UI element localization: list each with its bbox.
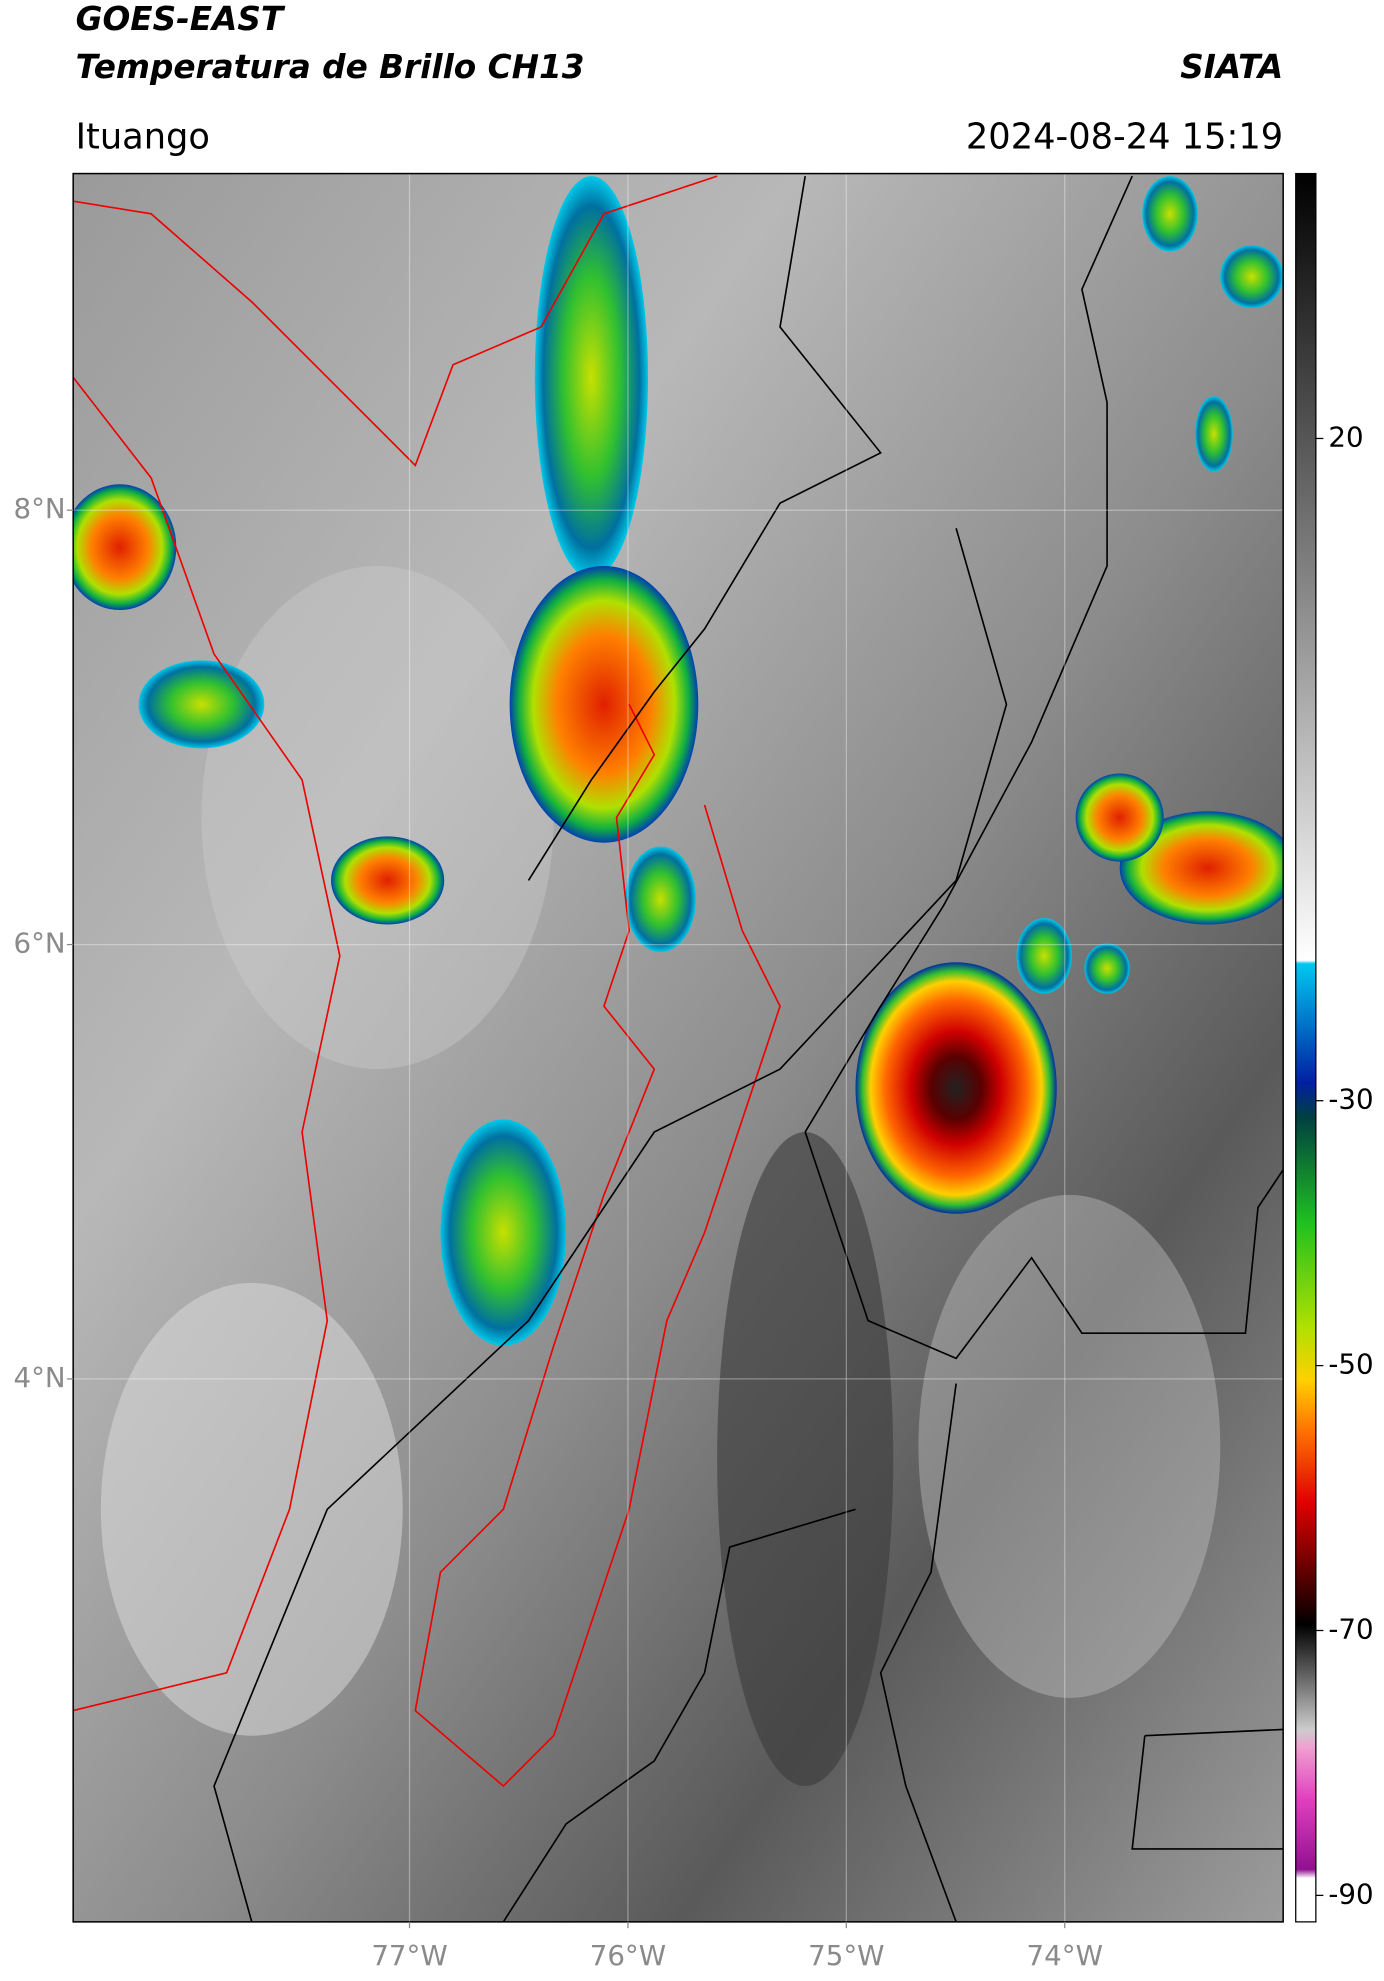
colorbar-tick-label: -90 <box>1328 1877 1373 1910</box>
y-tick-label: 6°N <box>14 927 66 960</box>
title: GOES-EAST <box>76 0 286 38</box>
x-tick-label: 77°W <box>371 1939 447 1972</box>
colorbar-tick-label: -50 <box>1328 1348 1373 1381</box>
axes: 77°W 76°W 75°W 74°W 8°N 6°N 4°N 20 -30 -50 -70 -90 <box>14 420 1374 1972</box>
graticule <box>73 173 1284 1922</box>
y-tick-label: 8°N <box>14 492 66 525</box>
org: SIATA <box>1180 48 1283 86</box>
datetime: 2024-08-24 15:19 <box>966 116 1283 157</box>
map-frame <box>72 172 1284 1923</box>
colorbar-tick-label: -70 <box>1328 1612 1373 1645</box>
colorbar-tick-label: 20 <box>1328 420 1363 453</box>
location: Ituango <box>76 116 210 157</box>
colorbar <box>1295 172 1317 1923</box>
x-tick-label: 75°W <box>808 1939 884 1972</box>
title: Temperatura de Brillo CH13 <box>76 48 585 86</box>
y-tick-label: 4°N <box>14 1361 66 1394</box>
map-image <box>73 173 1284 1922</box>
x-tick-label: 74°W <box>1027 1939 1103 1972</box>
colorbar-tick-label: -30 <box>1328 1083 1373 1116</box>
x-tick-label: 76°W <box>590 1939 666 1972</box>
